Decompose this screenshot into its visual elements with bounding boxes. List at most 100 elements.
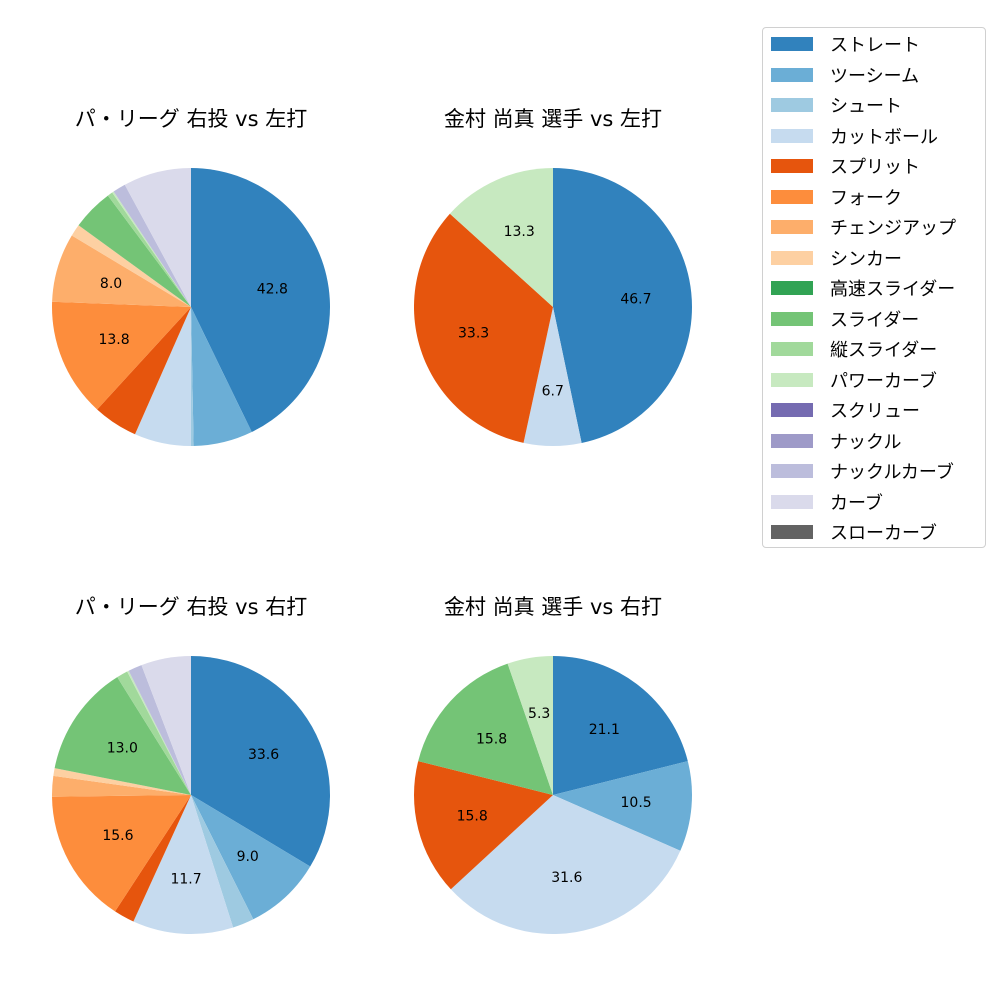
slice-percentage-label: 21.1 [589, 722, 620, 738]
pie-slice [191, 168, 331, 433]
pie-slice [133, 795, 234, 934]
pie-slice [97, 307, 191, 435]
pie-slice [53, 768, 191, 795]
legend-swatch [771, 98, 813, 112]
pie-slice [191, 795, 254, 928]
legend-item: ストレート [771, 33, 920, 56]
legend-swatch [771, 464, 813, 478]
pie-slice [414, 213, 553, 443]
legend-item: シュート [771, 94, 902, 117]
legend-swatch [771, 433, 813, 448]
slice-percentage-label: 15.8 [457, 809, 488, 825]
pie-slice [450, 795, 681, 935]
slice-percentage-label: 15.6 [102, 828, 133, 844]
legend-label: 高速スライダー [830, 279, 956, 300]
legend-label: カーブ [830, 492, 883, 514]
slice-percentage-label: 9.0 [237, 849, 259, 865]
pie-slice [418, 663, 553, 795]
legend-label: 縦スライダー [830, 340, 938, 361]
legend-label: ストレート [830, 35, 920, 56]
slice-percentage-label: 42.8 [257, 281, 288, 297]
slice-percentage-label: 5.3 [528, 706, 550, 722]
legend-swatch [771, 372, 813, 387]
slice-percentage-label: 15.8 [476, 732, 507, 748]
legend-label: チェンジアップ [830, 218, 956, 239]
pie-slice [191, 656, 330, 867]
slice-percentage-label: 10.5 [621, 795, 652, 811]
legend-item: スクリュー [771, 399, 920, 422]
pie-slice [52, 301, 191, 410]
pie-slice [449, 168, 553, 307]
pie-slice [191, 795, 311, 920]
legend-swatch [771, 67, 813, 82]
pie-slice [128, 665, 191, 795]
legend-swatch [771, 494, 813, 509]
slice-percentage-label: 31.6 [551, 870, 582, 886]
pie-slice [553, 761, 692, 851]
slice-percentage-label: 13.8 [98, 332, 129, 348]
legend-item: ツーシーム [771, 64, 920, 87]
legend-swatch [771, 189, 813, 204]
legend-item: カットボール [771, 125, 938, 148]
pie-slice [553, 168, 693, 444]
pie-slice [191, 307, 252, 446]
pie-slice [553, 656, 688, 795]
legend-label: パワーカーブ [830, 370, 937, 392]
slice-percentage-label: 13.0 [107, 741, 138, 757]
legend-item: ナックル [771, 430, 902, 453]
legend-label: ナックル [830, 431, 902, 453]
pie-slice [52, 235, 192, 307]
legend-label: スクリュー [830, 401, 920, 422]
pie-slice [134, 307, 191, 446]
legend-swatch [771, 159, 813, 173]
pie-slice [52, 775, 191, 797]
legend-item: シンカー [771, 247, 902, 270]
pie-slice [127, 670, 191, 795]
pie-slice [107, 192, 191, 307]
legend-item: スライダー [771, 308, 920, 331]
legend-label: スライダー [830, 309, 920, 331]
legend-label: スローカーブ [830, 523, 937, 544]
legend-item: 高速スライダー [771, 277, 956, 300]
legend-item: カーブ [771, 491, 883, 514]
chart-title: 金村 尚真 選手 vs 右打 [443, 595, 663, 619]
legend-swatch [771, 128, 813, 143]
pie-slice [191, 307, 194, 446]
pie-slice [112, 191, 191, 307]
legend-label: ナックルカーブ [830, 462, 954, 483]
pie-slice [113, 184, 191, 307]
legend-label: シュート [830, 96, 902, 117]
pie-slice [78, 195, 191, 307]
legend: ストレートツーシームシュートカットボール スプリットフォークチェンジアップ シンカー… [762, 27, 986, 548]
legend-swatch [771, 281, 813, 295]
legend-swatch [771, 311, 813, 326]
chart-title: パ・リーグ 右投 vs 左打 [74, 107, 308, 131]
legend-swatch [771, 37, 813, 51]
slice-percentage-label: 46.7 [620, 291, 651, 307]
legend-label: スプリット [830, 157, 920, 178]
legend-swatch [771, 220, 813, 234]
legend-swatch [771, 525, 813, 539]
legend-item: パワーカーブ [771, 369, 937, 392]
pie-slice [141, 656, 191, 795]
slice-percentage-label: 8.0 [100, 276, 122, 292]
pie-slice [71, 225, 191, 307]
pie-slice [117, 671, 191, 795]
slice-percentage-label: 33.3 [458, 326, 489, 342]
legend-item: ナックルカーブ [771, 460, 954, 483]
legend-label: フォーク [830, 187, 902, 209]
legend-label: カットボール [830, 126, 938, 148]
slice-percentage-label: 11.7 [170, 871, 201, 887]
legend-label: シンカー [830, 248, 902, 270]
legend-item: フォーク [771, 186, 902, 209]
legend-item: スローカーブ [771, 521, 937, 544]
pie-slice [523, 307, 582, 447]
legend-item: 縦スライダー [771, 338, 938, 361]
legend-swatch [771, 342, 813, 356]
slice-percentage-label: 33.6 [248, 747, 279, 763]
legend-label: ツーシーム [830, 65, 920, 87]
